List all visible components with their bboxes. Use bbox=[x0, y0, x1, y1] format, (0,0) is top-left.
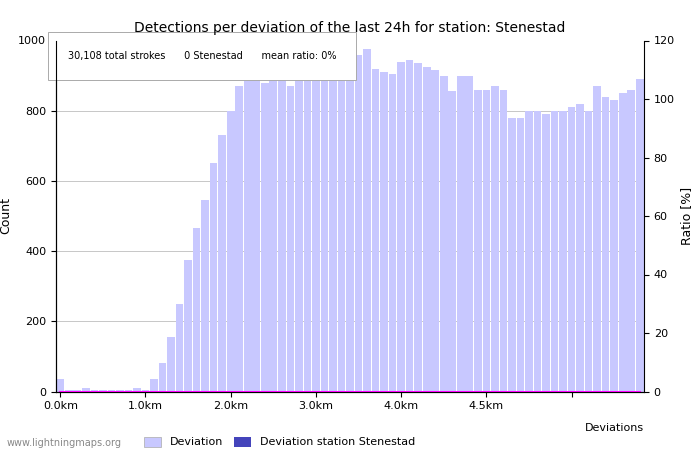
Bar bbox=[576, 104, 584, 392]
Bar bbox=[542, 114, 550, 392]
Bar bbox=[65, 390, 73, 392]
Bar bbox=[627, 90, 635, 392]
Bar bbox=[363, 49, 371, 392]
Bar bbox=[466, 76, 473, 392]
Bar bbox=[90, 390, 98, 392]
Bar bbox=[150, 379, 158, 392]
Bar bbox=[218, 135, 226, 391]
Text: 30,108 total strokes      0 Stenestad      mean ratio: 0%: 30,108 total strokes 0 Stenestad mean ra… bbox=[68, 51, 336, 61]
Bar bbox=[533, 111, 541, 392]
Text: www.lightningmaps.org: www.lightningmaps.org bbox=[7, 438, 122, 448]
Bar bbox=[636, 79, 643, 391]
Bar bbox=[457, 76, 465, 392]
Bar bbox=[202, 200, 209, 392]
Bar bbox=[261, 83, 269, 392]
Bar bbox=[116, 390, 124, 392]
Bar bbox=[329, 63, 337, 392]
Bar bbox=[517, 118, 524, 392]
Bar bbox=[398, 62, 405, 392]
Bar bbox=[551, 111, 559, 392]
Bar bbox=[491, 86, 498, 392]
Bar bbox=[286, 86, 294, 392]
Bar bbox=[474, 90, 482, 392]
Bar bbox=[380, 72, 388, 392]
Title: Detections per deviation of the last 24h for station: Stenestad: Detections per deviation of the last 24h… bbox=[134, 21, 566, 35]
Bar bbox=[253, 70, 260, 392]
Bar bbox=[108, 390, 116, 392]
Bar bbox=[500, 90, 507, 392]
Bar bbox=[619, 93, 626, 392]
Bar bbox=[602, 97, 610, 392]
Bar bbox=[389, 74, 396, 392]
Bar bbox=[406, 60, 414, 392]
Bar bbox=[74, 390, 81, 392]
Bar bbox=[449, 91, 456, 392]
Y-axis label: Count: Count bbox=[0, 198, 13, 234]
Bar bbox=[184, 260, 192, 392]
Bar bbox=[440, 76, 447, 392]
Bar bbox=[346, 53, 354, 392]
Bar bbox=[193, 228, 200, 392]
Bar bbox=[431, 70, 439, 392]
Bar bbox=[321, 63, 328, 392]
Bar bbox=[482, 90, 490, 392]
Bar bbox=[584, 111, 592, 392]
Bar bbox=[304, 62, 312, 392]
Bar bbox=[508, 118, 516, 392]
Bar bbox=[141, 390, 149, 392]
Y-axis label: Ratio [%]: Ratio [%] bbox=[680, 187, 694, 245]
Bar bbox=[594, 86, 601, 392]
Bar bbox=[227, 111, 235, 392]
Bar bbox=[57, 379, 64, 392]
Bar bbox=[423, 67, 430, 392]
Bar bbox=[133, 388, 141, 392]
Text: Deviations: Deviations bbox=[585, 423, 644, 433]
Bar bbox=[295, 65, 302, 392]
Bar bbox=[355, 54, 363, 392]
Bar bbox=[125, 390, 132, 392]
Bar bbox=[312, 60, 320, 392]
Bar bbox=[270, 77, 277, 391]
Bar bbox=[210, 163, 218, 392]
Bar bbox=[525, 111, 533, 392]
Bar bbox=[278, 70, 286, 392]
Bar bbox=[610, 100, 618, 392]
Bar bbox=[372, 68, 379, 391]
Bar bbox=[337, 58, 345, 392]
Bar bbox=[176, 304, 183, 392]
Bar bbox=[99, 390, 106, 392]
Bar bbox=[82, 388, 90, 392]
Bar bbox=[244, 74, 251, 392]
Bar bbox=[568, 107, 575, 392]
Bar bbox=[414, 63, 422, 392]
Bar bbox=[235, 86, 243, 392]
Bar bbox=[167, 337, 175, 392]
Bar bbox=[559, 111, 567, 392]
Bar bbox=[159, 364, 167, 392]
